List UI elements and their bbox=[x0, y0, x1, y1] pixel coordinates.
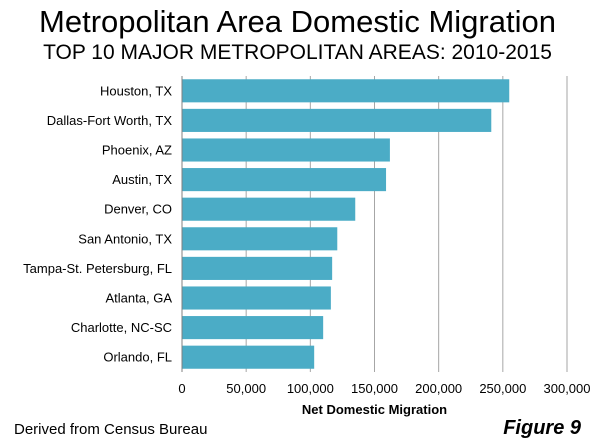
category-label: Austin, TX bbox=[112, 172, 172, 187]
category-label: Denver, CO bbox=[104, 202, 172, 217]
category-label: Phoenix, AZ bbox=[102, 143, 172, 158]
bar bbox=[182, 168, 387, 192]
x-tick-label: 200,000 bbox=[415, 381, 462, 396]
category-label: Charlotte, NC-SC bbox=[71, 320, 172, 335]
source-note: Derived from Census Bureau bbox=[14, 421, 208, 438]
bar bbox=[182, 256, 333, 280]
x-axis-title: Net Domestic Migration bbox=[302, 402, 447, 417]
category-label: Orlando, FL bbox=[103, 350, 172, 365]
x-tick-labels: 0 50,000 100,000 150,000 200,000 250,000 300,0… bbox=[178, 381, 590, 396]
bar bbox=[182, 227, 338, 251]
bar bbox=[182, 138, 390, 162]
chart-subtitle: TOP 10 MAJOR METROPOLITAN AREAS: 2010-20… bbox=[43, 41, 552, 64]
bar-chart: Houston, TX Dallas-Fort Worth, TX Phoenix,… bbox=[23, 76, 591, 417]
chart-title: Metropolitan Area Domestic Migration bbox=[39, 4, 556, 39]
category-label: Dallas-Fort Worth, TX bbox=[47, 113, 173, 128]
bar bbox=[182, 316, 324, 340]
bar bbox=[182, 345, 315, 369]
bar bbox=[182, 286, 331, 310]
category-label: Atlanta, GA bbox=[106, 291, 173, 306]
x-tick-label: 300,000 bbox=[544, 381, 591, 396]
x-tick-label: 50,000 bbox=[226, 381, 266, 396]
bar bbox=[182, 108, 492, 132]
x-tick-label: 250,000 bbox=[479, 381, 526, 396]
bar bbox=[182, 197, 356, 221]
figure-label: Figure 9 bbox=[503, 417, 581, 439]
category-label: Houston, TX bbox=[100, 83, 172, 98]
category-labels: Houston, TX Dallas-Fort Worth, TX Phoenix,… bbox=[23, 83, 172, 364]
bar bbox=[182, 79, 510, 103]
x-tick-label: 150,000 bbox=[351, 381, 398, 396]
category-label: Tampa-St. Petersburg, FL bbox=[23, 261, 172, 276]
x-tick-label: 100,000 bbox=[287, 381, 334, 396]
bars bbox=[182, 79, 510, 369]
category-label: San Antonio, TX bbox=[78, 231, 172, 246]
x-tick-label: 0 bbox=[178, 381, 185, 396]
